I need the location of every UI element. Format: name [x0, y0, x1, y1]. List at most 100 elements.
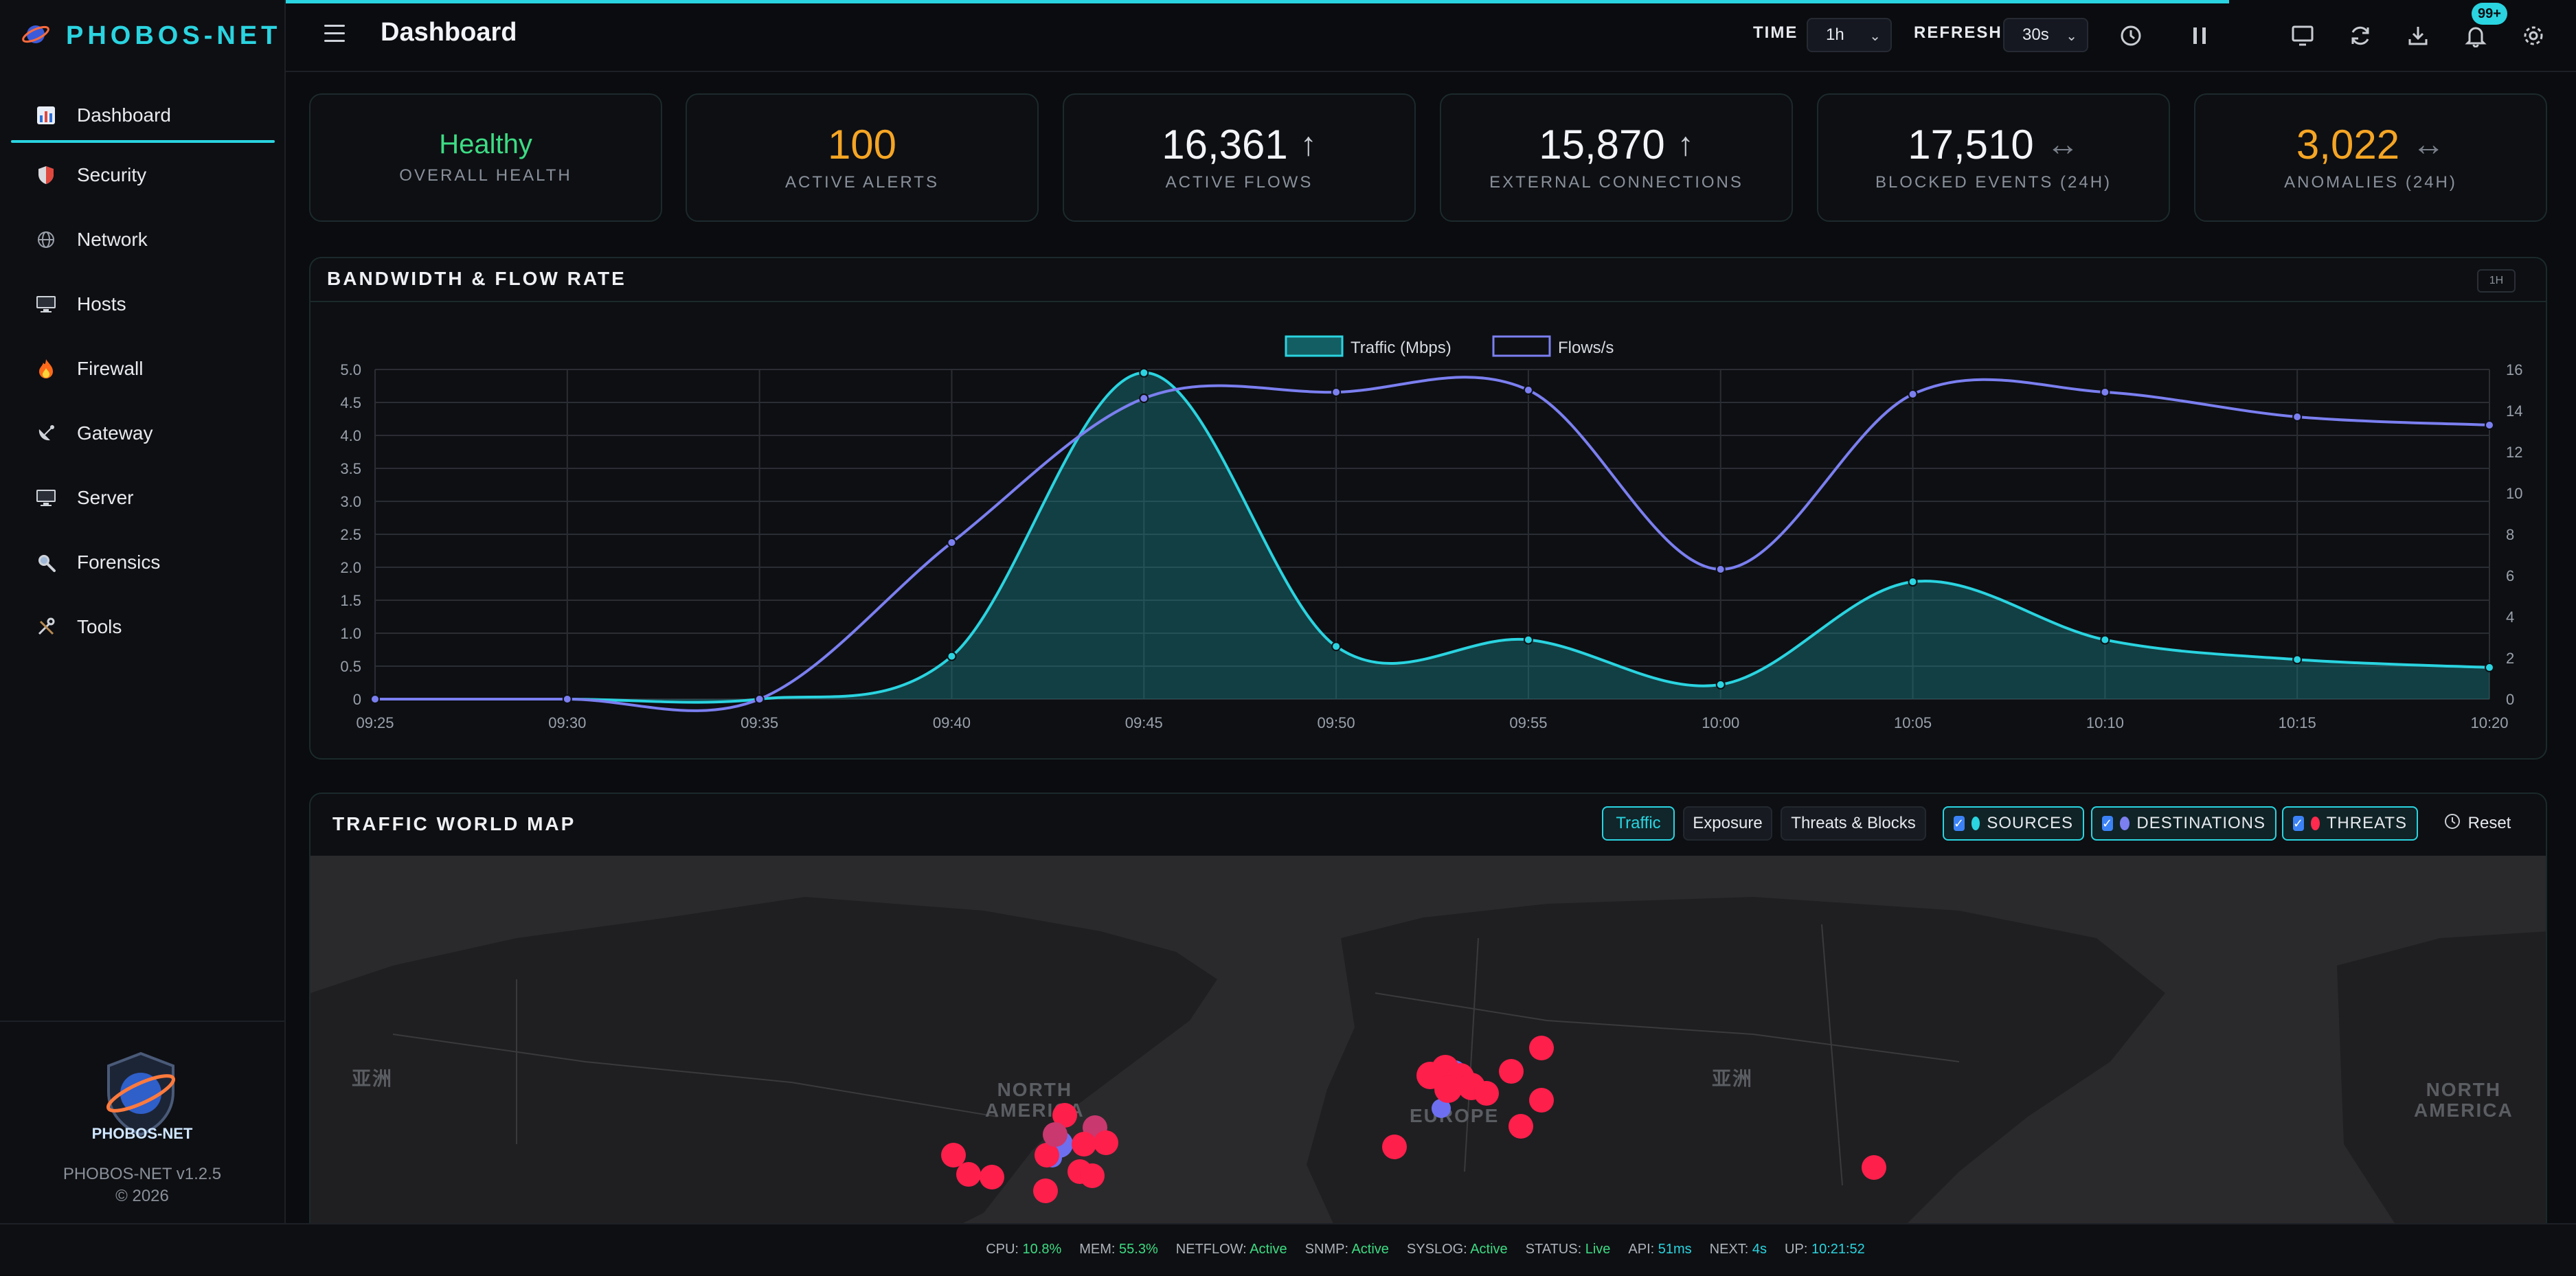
legend-swatch: [1492, 335, 1551, 357]
status-value: Live: [1585, 1242, 1611, 1257]
legend-label: Traffic (Mbps): [1351, 339, 1451, 357]
sidebar-item-label: Tools: [77, 616, 122, 637]
card-value-text: 100: [827, 122, 897, 168]
card-label: ANOMALIES (24H): [2284, 173, 2457, 192]
panel-title: BANDWIDTH & FLOW RATE: [327, 268, 626, 289]
card-value-text: 15,870: [1539, 122, 1665, 168]
threat-marker: [1862, 1155, 1886, 1180]
series-area: [375, 372, 2489, 703]
threat-marker: [1052, 1103, 1077, 1128]
sidebar-item-dashboard[interactable]: Dashboard: [0, 88, 284, 143]
refresh-icon[interactable]: [2345, 21, 2375, 51]
data-point: [2100, 635, 2110, 645]
world-map[interactable]: 亚洲 亚洲 NORTH AMERICA EUROPE NORTH AMERICA: [310, 856, 2546, 1231]
y-tick-left: 1.5: [340, 592, 361, 609]
chart-icon: [34, 104, 58, 127]
data-point: [1331, 641, 1342, 652]
map-label-asia: 亚洲: [352, 1068, 394, 1089]
pause-icon[interactable]: [2184, 21, 2215, 51]
data-point: [1523, 385, 1533, 395]
toggle-sources[interactable]: ✓ SOURCES: [1943, 806, 2084, 841]
sidebar-item-network[interactable]: Network: [0, 207, 284, 272]
status-label: MEM:: [1079, 1242, 1116, 1257]
display-icon[interactable]: [2287, 21, 2318, 51]
card-anomalies[interactable]: 3,022 ↔ ANOMALIES (24H): [2194, 93, 2547, 222]
card-label: EXTERNAL CONNECTIONS: [1489, 173, 1743, 192]
copyright-text: © 2026: [115, 1187, 169, 1205]
desktop-icon: [34, 486, 58, 510]
bell-icon[interactable]: [2461, 21, 2491, 51]
reset-clock-icon: [2443, 812, 2461, 835]
history-icon[interactable]: [2116, 21, 2146, 51]
sidebar-item-forensics[interactable]: Forensics: [0, 530, 284, 595]
y-tick-left: 3.5: [340, 460, 361, 477]
arrow-up-icon: ↑: [1677, 126, 1694, 163]
time-label: TIME: [1753, 23, 1798, 42]
data-point: [1331, 387, 1342, 397]
y-tick-left: 4.5: [340, 394, 361, 411]
logo-icon: [21, 19, 51, 53]
status-uptime: UP: 10:21:52: [1785, 1242, 1865, 1257]
sidebar-item-gateway[interactable]: Gateway: [0, 401, 284, 466]
threat-marker: [1509, 1114, 1533, 1139]
card-blocked-events[interactable]: 17,510 ↔ BLOCKED EVENTS (24H): [1817, 93, 2170, 222]
sidebar-item-server[interactable]: Server: [0, 466, 284, 530]
map-mode-threats[interactable]: Threats & Blocks: [1781, 806, 1926, 841]
card-active-alerts[interactable]: 100 ACTIVE ALERTS: [686, 93, 1039, 222]
toggle-label: SOURCES: [1987, 814, 2073, 832]
x-tick-label: 09:25: [356, 714, 394, 731]
sidebar-item-label: Network: [77, 229, 148, 250]
threat-marker: [1033, 1178, 1058, 1203]
status-bar: CPU: 10.8% MEM: 55.3% NETFLOW: Active SN…: [0, 1223, 2576, 1275]
card-overall-health[interactable]: Healthy OVERALL HEALTH: [309, 93, 662, 222]
status-label: NETFLOW:: [1175, 1242, 1247, 1257]
threat-marker: [1529, 1088, 1554, 1113]
x-tick-label: 09:40: [933, 714, 971, 731]
y-tick-right: 12: [2506, 444, 2522, 461]
sidebar-item-label: Server: [77, 487, 134, 508]
bandwidth-chart: 0 0.5 1.0 1.5 2.0 2.5 3.0 3.5 4.0 4.5 5.0 0 2 4 6 8 10 12…: [340, 335, 2522, 731]
sidebar-item-firewall[interactable]: Firewall: [0, 337, 284, 401]
y-tick-left: 5.0: [340, 361, 361, 378]
map-reset-button[interactable]: Reset: [2436, 806, 2518, 841]
map-markers: [941, 1036, 1886, 1203]
menu-toggle-icon[interactable]: [324, 25, 345, 47]
refresh-interval-select[interactable]: 30s ⌄: [2003, 18, 2088, 52]
threat-marker: [980, 1165, 1004, 1189]
time-range-select[interactable]: 1h ⌄: [1807, 18, 1892, 52]
chevron-down-icon: ⌄: [1869, 29, 1881, 44]
map-mode-traffic[interactable]: Traffic: [1602, 806, 1675, 841]
chevron-down-icon: ⌄: [2066, 29, 2077, 44]
globe-icon: [34, 228, 58, 251]
card-external-connections[interactable]: 15,870 ↑ EXTERNAL CONNECTIONS: [1440, 93, 1793, 222]
x-tick-label: 10:20: [2470, 714, 2508, 731]
threat-marker: [956, 1162, 981, 1187]
card-active-flows[interactable]: 16,361 ↑ ACTIVE FLOWS: [1063, 93, 1416, 222]
y-tick-right: 16: [2506, 361, 2522, 378]
threat-marker: [1529, 1036, 1554, 1060]
map-mode-exposure[interactable]: Exposure: [1683, 806, 1772, 841]
y-tick-right: 4: [2506, 608, 2514, 626]
x-tick-label: 09:45: [1125, 714, 1163, 731]
sidebar-item-tools[interactable]: Tools: [0, 595, 284, 659]
card-value-text: 17,510: [1908, 122, 2034, 168]
sidebar-item-security[interactable]: Security: [0, 143, 284, 207]
toggle-threats[interactable]: ✓ THREATS: [2282, 806, 2418, 841]
download-icon[interactable]: [2403, 21, 2433, 51]
threat-marker: [1035, 1143, 1059, 1167]
refresh-interval-value: 30s: [2022, 25, 2049, 44]
status-mem: MEM: 55.3%: [1079, 1242, 1158, 1257]
sidebar-item-hosts[interactable]: Hosts: [0, 272, 284, 337]
threat-markers: [941, 1036, 1886, 1203]
toggle-label: DESTINATIONS: [2136, 814, 2266, 832]
brand[interactable]: PHOBOS-NET: [21, 14, 281, 58]
data-point: [947, 651, 957, 661]
y-tick-left: 4.0: [340, 427, 361, 444]
settings-gear-icon[interactable]: [2518, 21, 2549, 51]
threat-marker: [1072, 1132, 1096, 1157]
x-tick-label: 10:00: [1702, 714, 1739, 731]
status-value: Active: [1250, 1242, 1287, 1257]
toggle-destinations[interactable]: ✓ DESTINATIONS: [2091, 806, 2276, 841]
refresh-label: REFRESH: [1914, 23, 2002, 42]
arrow-both-icon: ↔: [2412, 126, 2445, 163]
